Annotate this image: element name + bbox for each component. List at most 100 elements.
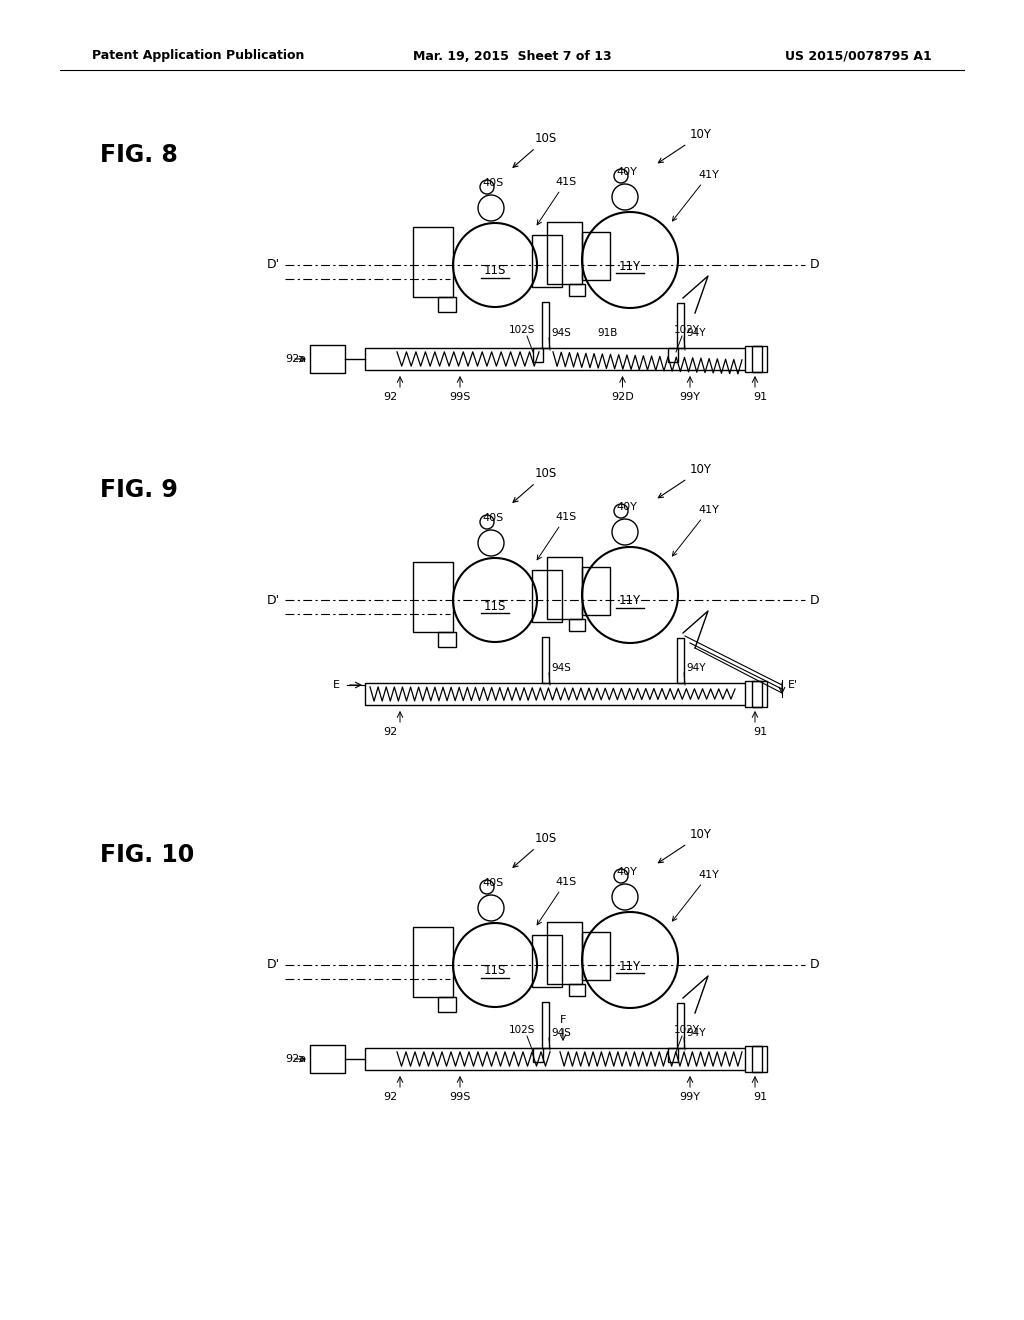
Bar bbox=[365, 348, 760, 370]
Text: 10S: 10S bbox=[513, 467, 557, 503]
Text: 99S: 99S bbox=[450, 392, 471, 403]
Text: 99Y: 99Y bbox=[680, 1092, 700, 1102]
Text: D': D' bbox=[267, 259, 280, 272]
Text: 11S: 11S bbox=[483, 264, 506, 277]
Text: E: E bbox=[333, 680, 340, 690]
Bar bbox=[532, 570, 562, 622]
Text: FIG. 10: FIG. 10 bbox=[100, 843, 195, 867]
Text: 91: 91 bbox=[753, 727, 767, 737]
Text: 11Y: 11Y bbox=[618, 594, 641, 607]
Bar bbox=[752, 681, 762, 708]
Bar bbox=[413, 562, 453, 632]
Text: Mar. 19, 2015  Sheet 7 of 13: Mar. 19, 2015 Sheet 7 of 13 bbox=[413, 49, 611, 62]
Bar bbox=[542, 302, 549, 348]
Text: D: D bbox=[810, 958, 819, 972]
Text: 94S: 94S bbox=[551, 327, 570, 338]
Text: 102S: 102S bbox=[509, 325, 536, 335]
Bar bbox=[438, 297, 456, 312]
Text: 102Y: 102Y bbox=[674, 325, 700, 335]
Bar bbox=[542, 638, 549, 682]
Text: 41Y: 41Y bbox=[673, 506, 719, 556]
Text: 94Y: 94Y bbox=[686, 663, 706, 673]
Text: 92: 92 bbox=[383, 727, 397, 737]
Text: 11S: 11S bbox=[483, 599, 506, 612]
Text: 10S: 10S bbox=[513, 132, 557, 168]
Text: 40Y: 40Y bbox=[616, 168, 637, 177]
Text: D: D bbox=[810, 259, 819, 272]
Text: 41Y: 41Y bbox=[673, 170, 719, 220]
Text: 11Y: 11Y bbox=[618, 260, 641, 272]
Text: D': D' bbox=[267, 958, 280, 972]
Bar bbox=[569, 983, 585, 997]
Text: 11S: 11S bbox=[483, 965, 506, 978]
Text: 94Y: 94Y bbox=[686, 327, 706, 338]
Text: 40S: 40S bbox=[482, 178, 504, 187]
Bar bbox=[677, 638, 684, 682]
Bar bbox=[745, 681, 767, 708]
Bar bbox=[365, 682, 760, 705]
Text: 41S: 41S bbox=[538, 512, 577, 560]
Bar bbox=[542, 1002, 549, 1048]
Text: FIG. 8: FIG. 8 bbox=[100, 143, 178, 168]
Bar bbox=[582, 932, 610, 979]
Text: D: D bbox=[810, 594, 819, 606]
Text: 40Y: 40Y bbox=[616, 502, 637, 512]
Bar bbox=[365, 1048, 760, 1071]
Text: 91: 91 bbox=[753, 392, 767, 403]
Text: 10S: 10S bbox=[513, 832, 557, 867]
Text: 99Y: 99Y bbox=[680, 392, 700, 403]
Text: F: F bbox=[560, 1015, 566, 1026]
Bar bbox=[547, 222, 582, 284]
Bar bbox=[752, 1045, 762, 1072]
Text: E': E' bbox=[788, 680, 798, 690]
Bar bbox=[745, 1045, 767, 1072]
Bar bbox=[582, 568, 610, 615]
Text: 92a: 92a bbox=[285, 354, 306, 364]
Text: 10Y: 10Y bbox=[658, 828, 712, 863]
Bar bbox=[668, 348, 678, 362]
Text: 102Y: 102Y bbox=[674, 1026, 700, 1035]
Text: 10Y: 10Y bbox=[658, 128, 712, 162]
Bar bbox=[569, 619, 585, 631]
Bar bbox=[310, 1045, 345, 1073]
Text: 11Y: 11Y bbox=[618, 960, 641, 973]
Bar bbox=[438, 632, 456, 647]
Bar bbox=[532, 935, 562, 987]
Bar bbox=[569, 284, 585, 296]
Text: 92: 92 bbox=[383, 1092, 397, 1102]
Text: 92D: 92D bbox=[611, 392, 634, 403]
Bar bbox=[547, 921, 582, 983]
Bar bbox=[677, 1003, 684, 1048]
Text: 41Y: 41Y bbox=[673, 870, 719, 921]
Text: 102S: 102S bbox=[509, 1026, 536, 1035]
Bar bbox=[668, 1048, 678, 1063]
Bar bbox=[532, 235, 562, 286]
Bar bbox=[582, 232, 610, 280]
Text: 92: 92 bbox=[383, 392, 397, 403]
Bar bbox=[745, 346, 767, 372]
Bar bbox=[310, 345, 345, 374]
Text: Patent Application Publication: Patent Application Publication bbox=[92, 49, 304, 62]
Text: US 2015/0078795 A1: US 2015/0078795 A1 bbox=[785, 49, 932, 62]
Bar bbox=[547, 557, 582, 619]
Bar bbox=[438, 997, 456, 1012]
Bar bbox=[677, 304, 684, 348]
Text: 40S: 40S bbox=[482, 878, 504, 888]
Bar bbox=[534, 348, 543, 362]
Text: D': D' bbox=[267, 594, 280, 606]
Text: 91: 91 bbox=[753, 1092, 767, 1102]
Text: 41S: 41S bbox=[538, 177, 577, 224]
Text: 92a: 92a bbox=[285, 1053, 306, 1064]
Bar bbox=[752, 346, 762, 372]
Text: 91B: 91B bbox=[597, 327, 617, 338]
Bar bbox=[413, 927, 453, 997]
Text: 40Y: 40Y bbox=[616, 867, 637, 876]
Text: 94S: 94S bbox=[551, 663, 570, 673]
Text: 94S: 94S bbox=[551, 1028, 570, 1038]
Text: 40S: 40S bbox=[482, 513, 504, 523]
Text: FIG. 9: FIG. 9 bbox=[100, 478, 178, 502]
Text: 99S: 99S bbox=[450, 1092, 471, 1102]
Bar bbox=[534, 1048, 543, 1063]
Text: 94Y: 94Y bbox=[686, 1028, 706, 1038]
Text: 10Y: 10Y bbox=[658, 463, 712, 498]
